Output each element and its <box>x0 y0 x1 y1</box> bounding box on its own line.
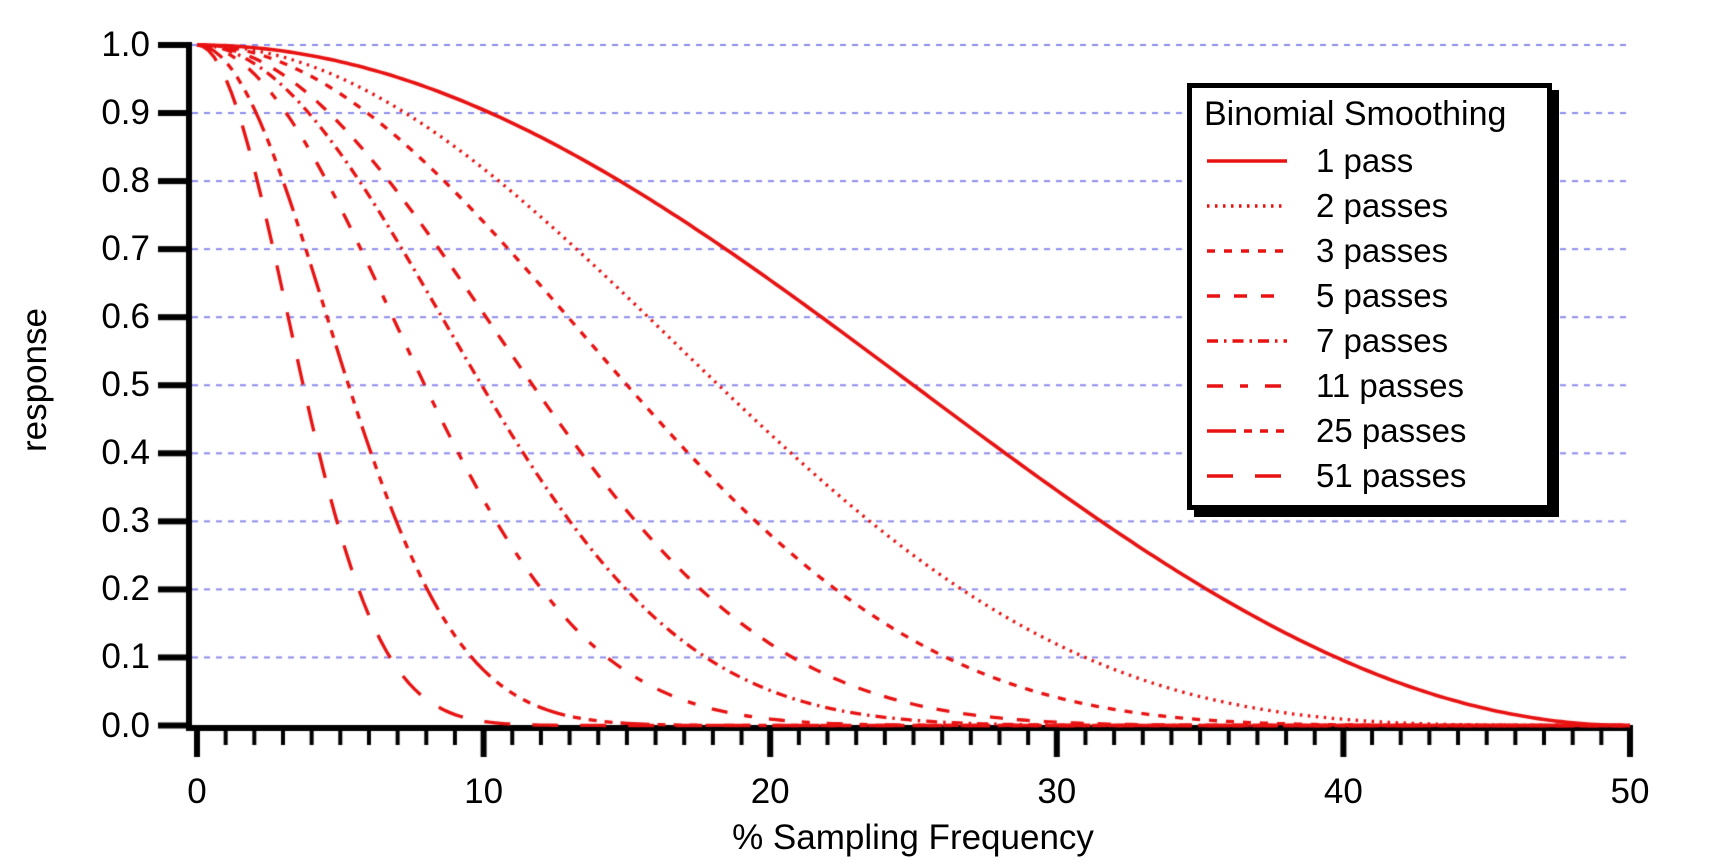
x-tick-label: 30 <box>1037 772 1077 811</box>
y-tick-label: 0.2 <box>101 569 150 609</box>
x-tick-label: 0 <box>187 772 207 811</box>
legend-line-sample <box>1207 339 1287 343</box>
x-tick-label: 40 <box>1323 772 1363 811</box>
y-tick-label: 0.4 <box>101 433 150 473</box>
x-tick-label: 50 <box>1610 772 1650 811</box>
y-tick-label: 0.7 <box>101 229 150 269</box>
legend-entry-label: 2 passes <box>1316 186 1449 224</box>
legend-entry-label: 3 passes <box>1316 231 1449 269</box>
legend-entry: 25 passes <box>1202 409 1539 454</box>
legend-line-sample <box>1207 203 1287 208</box>
legend-title: Binomial Smoothing <box>1204 94 1507 133</box>
legend-entry-label: 25 passes <box>1316 412 1467 450</box>
y-tick-label: 1.0 <box>101 25 150 64</box>
y-tick-label: 0.5 <box>101 365 150 405</box>
legend-entry-label: 51 passes <box>1316 457 1467 495</box>
legend-line-sample <box>1207 249 1287 253</box>
legend-entry-label: 1 pass <box>1316 141 1414 179</box>
y-tick-label: 0.0 <box>101 705 150 745</box>
y-tick-label: 0.6 <box>101 297 150 337</box>
legend-entry: 11 passes <box>1202 364 1539 409</box>
y-tick-label: 0.1 <box>101 637 150 677</box>
legend-line-sample <box>1207 294 1287 298</box>
legend-line-sample <box>1207 474 1287 479</box>
legend-line-sample <box>1207 158 1287 163</box>
legend-entry: 1 pass <box>1202 138 1539 183</box>
y-tick-label: 0.8 <box>101 161 150 201</box>
legend-entry: 2 passes <box>1202 183 1539 228</box>
x-tick-label: 20 <box>750 772 790 811</box>
y-tick-label: 0.3 <box>101 501 150 541</box>
legend-line-sample <box>1207 429 1287 434</box>
legend: Binomial Smoothing 1 pass 2 passes 3 passe… <box>1187 83 1552 510</box>
legend-entry: 7 passes <box>1202 319 1539 364</box>
legend-line-sample <box>1207 384 1287 388</box>
legend-entry-label: 11 passes <box>1316 367 1464 405</box>
legend-entry: 51 passes <box>1202 454 1539 499</box>
legend-entry: 3 passes <box>1202 228 1539 273</box>
legend-entry-label: 7 passes <box>1316 322 1449 360</box>
legend-entry-label: 5 passes <box>1316 276 1449 314</box>
x-tick-label: 10 <box>464 772 504 811</box>
x-axis-title: % Sampling Frequency <box>732 818 1094 857</box>
legend-entry: 5 passes <box>1202 273 1539 318</box>
y-tick-label: 0.9 <box>101 93 150 133</box>
